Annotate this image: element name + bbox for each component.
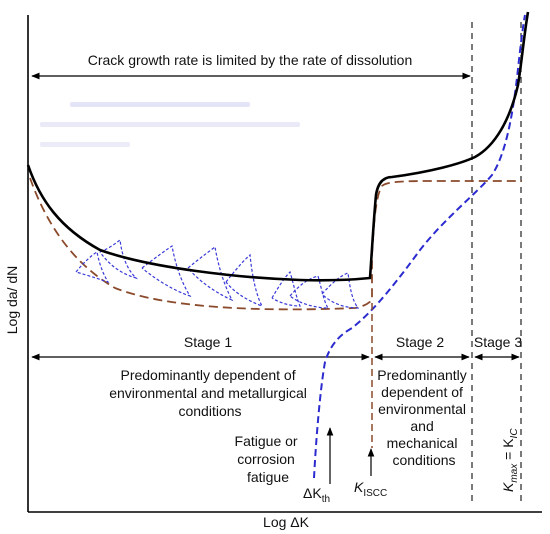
delta-kth-label: ΔKth xyxy=(303,485,330,505)
fatigue-cycle xyxy=(289,275,330,309)
stage1-label: Stage 1 xyxy=(184,334,232,350)
stage1-description: Predominantly dependent of environmental… xyxy=(109,367,311,419)
fatigue-note-line: corrosion xyxy=(237,451,295,467)
stage2-description-line: and xyxy=(410,418,433,434)
fatigue-cycle xyxy=(75,251,110,284)
kmax-main: K xyxy=(500,482,516,492)
x-axis-label: Log ΔK xyxy=(263,514,310,530)
ghost-artifact xyxy=(40,142,130,147)
fatigue-cycle xyxy=(141,244,192,298)
stage1-description-line: environmental and metallurgical xyxy=(109,385,307,401)
stage1-description-line: Predominantly dependent of xyxy=(120,367,295,383)
ghost-artifact xyxy=(40,122,300,127)
stage2-description-line: conditions xyxy=(392,452,455,468)
stage1-description-line: conditions xyxy=(178,403,241,419)
fatigue-cycle xyxy=(225,253,264,308)
dissolution-note: Crack growth rate is limited by the rate… xyxy=(88,52,412,68)
stage2-description-line: Predominantly xyxy=(377,367,467,383)
fatigue-cycle xyxy=(271,270,301,307)
fatigue-cycle xyxy=(99,238,139,280)
delta-kth-sub: th xyxy=(322,494,330,505)
y-axis-label: Log da/ dN xyxy=(4,266,20,335)
stage2-label: Stage 2 xyxy=(396,334,444,350)
fatigue-curve xyxy=(313,14,526,479)
stage2-description-line: mechanical xyxy=(387,435,458,451)
kiscc-label: KISCC xyxy=(354,479,387,499)
fatigue-note: Fatigue or corrosion fatigue xyxy=(235,433,302,485)
kiscc-sub: ISCC xyxy=(363,488,387,499)
stage2-description-line: dependent of xyxy=(381,384,463,400)
stage2-description: Predominantly dependent of environmental… xyxy=(377,367,470,468)
stage3-label: Stage 3 xyxy=(474,334,522,350)
fatigue-note-line: fatigue xyxy=(247,469,289,485)
combined-curve xyxy=(26,11,530,282)
delta-kth-main: ΔK xyxy=(303,485,322,501)
kiscc-main: K xyxy=(354,479,364,495)
fatigue-note-line: Fatigue or xyxy=(235,433,298,449)
ghost-artifact xyxy=(70,102,250,107)
kmax-kic-label: Kmax = KIC xyxy=(500,428,520,492)
kic-sub: IC xyxy=(509,428,520,439)
scc-curve xyxy=(29,177,522,311)
kmax-sub: max xyxy=(509,463,520,483)
stage2-description-line: environmental xyxy=(378,401,466,417)
kic-main: = K xyxy=(500,438,516,464)
